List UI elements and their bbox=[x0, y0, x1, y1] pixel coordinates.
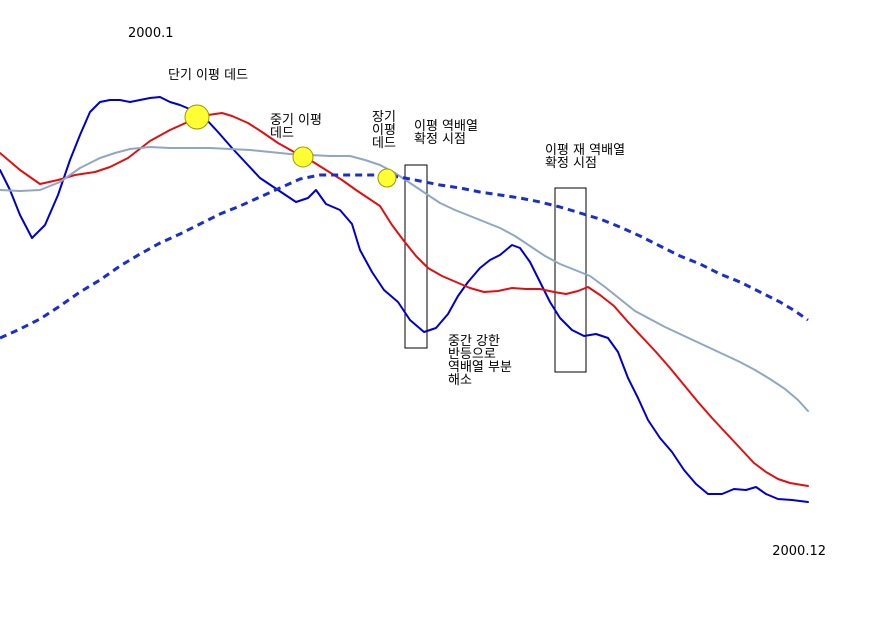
annotation-6-line-2: 반등으로 bbox=[448, 347, 496, 362]
series-line-2 bbox=[0, 112, 809, 487]
annotation-5: 이평 재 역배열 확정 시점 bbox=[545, 143, 625, 171]
cross-marker-3 bbox=[377, 168, 397, 188]
annotation-6-line-4: 해소 bbox=[448, 373, 472, 388]
x-end-label: 2000.12 bbox=[772, 544, 826, 559]
annotation-6-line-1: 중간 강한 bbox=[448, 334, 500, 349]
annotation-2-line-2: 데드 bbox=[270, 126, 294, 141]
annotation-4-line-2: 확정 시점 bbox=[414, 132, 466, 147]
annotation-1: 단기 이평 데드 bbox=[168, 68, 248, 83]
series-line-4 bbox=[0, 173, 809, 340]
series-line-3 bbox=[0, 146, 809, 412]
annotation-2: 중기 이평 데드 bbox=[270, 113, 322, 141]
cross-marker-1 bbox=[184, 104, 210, 130]
annotation-3: 장기 이평 데드 bbox=[372, 110, 396, 151]
series-line-1 bbox=[0, 96, 809, 503]
annotation-6-line-3: 역배열 부분 bbox=[448, 360, 512, 375]
highlight-box-2 bbox=[554, 187, 587, 373]
annotation-4: 이평 역배열 확정 시점 bbox=[414, 119, 478, 147]
annotation-3-line-1: 장기 bbox=[372, 110, 396, 125]
annotation-5-line-2: 확정 시점 bbox=[545, 156, 597, 171]
annotation-4-line-1: 이평 역배열 bbox=[414, 119, 478, 134]
cross-marker-2 bbox=[292, 146, 314, 168]
highlight-box-1 bbox=[404, 164, 428, 349]
annotation-5-line-1: 이평 재 역배열 bbox=[545, 143, 625, 158]
annotation-1-line-1: 단기 이평 데드 bbox=[168, 68, 248, 83]
annotation-2-line-1: 중기 이평 bbox=[270, 113, 322, 128]
annotation-6: 중간 강한 반등으로 역배열 부분 해소 bbox=[448, 334, 512, 388]
annotation-3-line-2: 이평 bbox=[372, 123, 396, 138]
annotation-3-line-3: 데드 bbox=[372, 136, 396, 151]
x-start-label: 2000.1 bbox=[128, 26, 174, 41]
